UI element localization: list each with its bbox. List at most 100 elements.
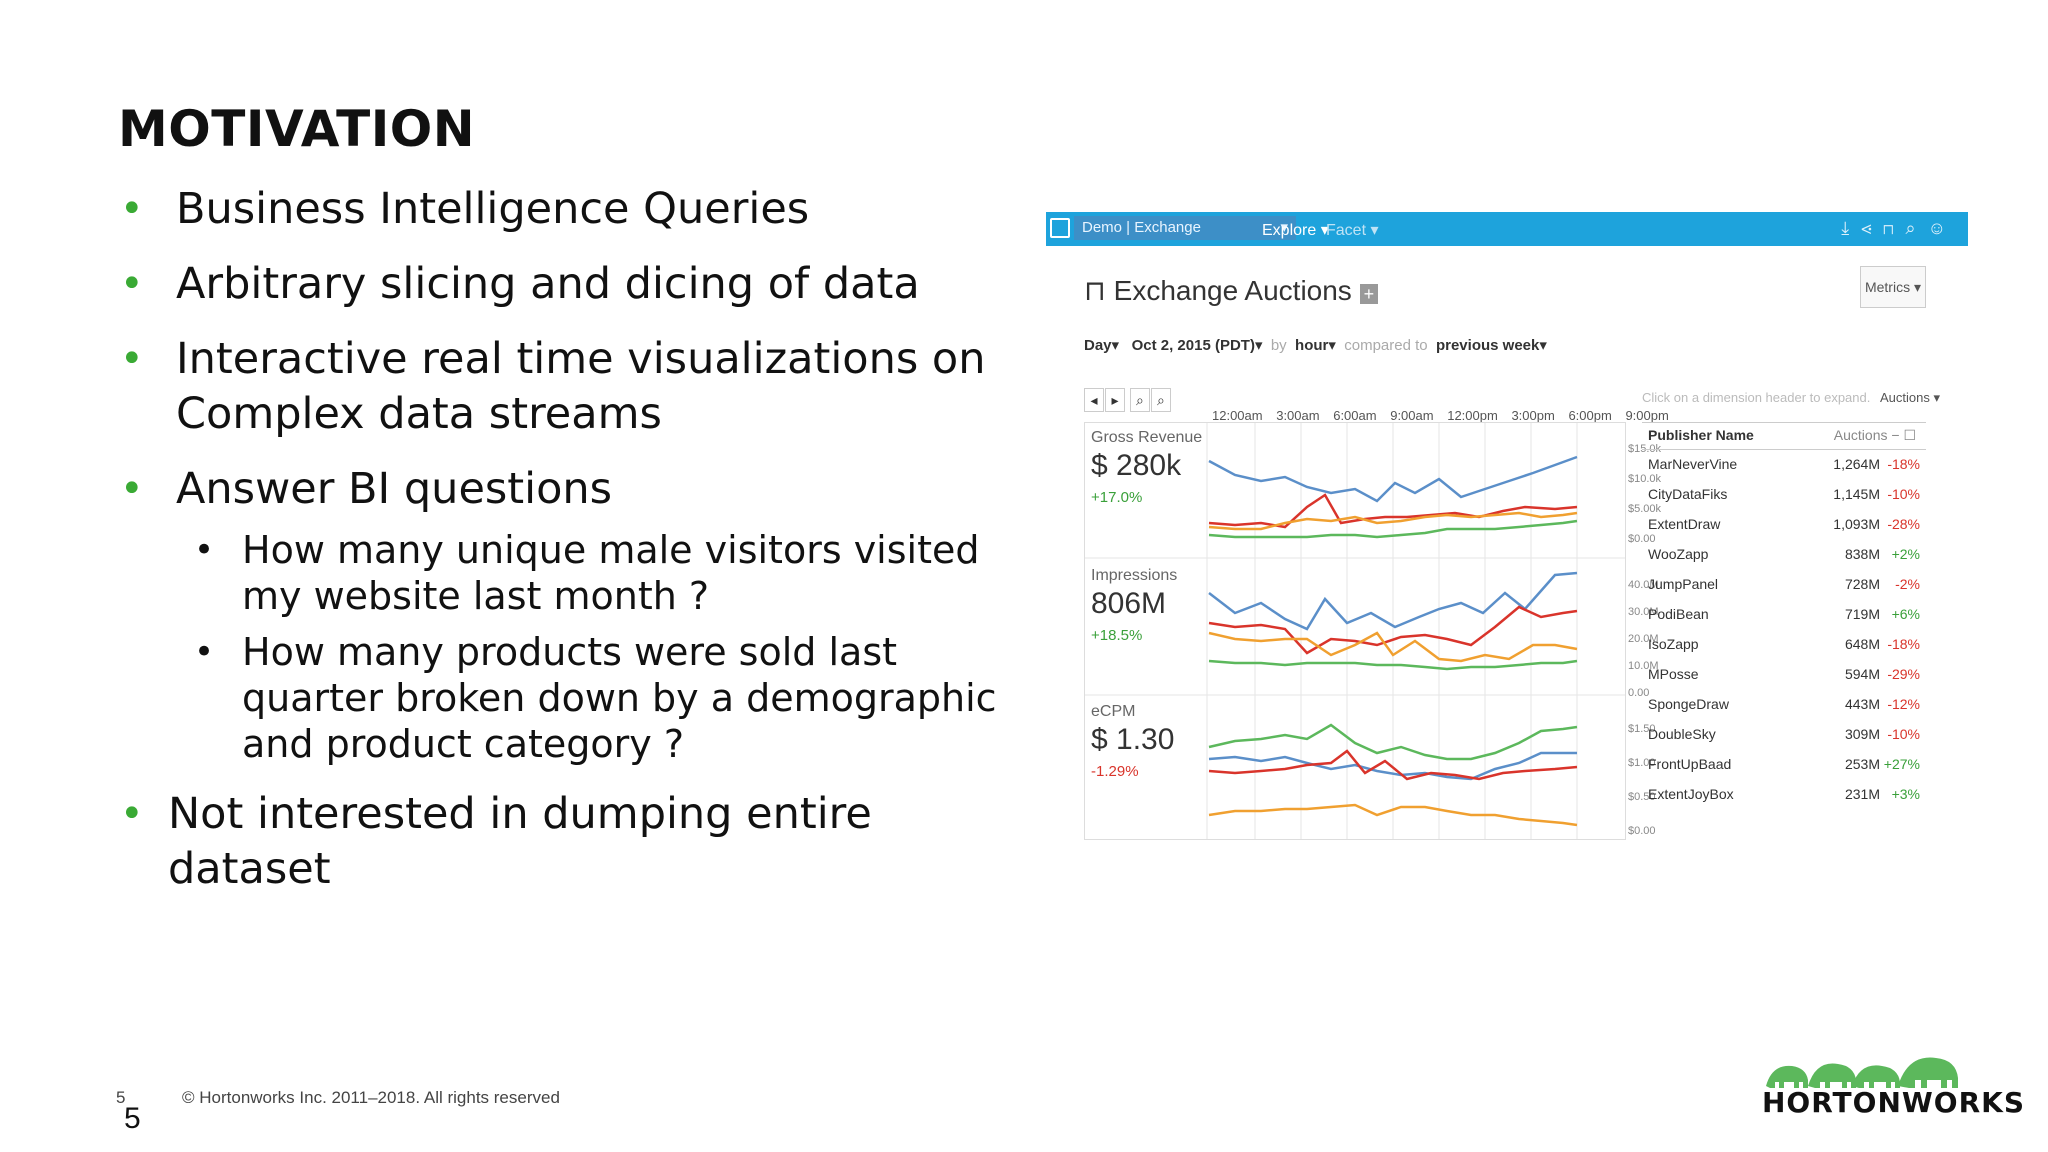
series-line-green — [1208, 723, 1578, 761]
bullet-dot-icon: • — [120, 186, 144, 232]
search-icon[interactable]: ⌕ — [1905, 218, 1928, 238]
series-line-orange — [1208, 511, 1578, 531]
publisher-name: MarNeverVine — [1648, 456, 1738, 472]
menu-facet-label: Facet — [1326, 222, 1367, 239]
menu-explore[interactable]: Explore ▾ — [1262, 222, 1329, 239]
publisher-name: ExtentJoyBox — [1648, 786, 1734, 802]
auctions-value: 728M — [1844, 576, 1880, 592]
menu-facet[interactable]: Facet ▾ — [1326, 222, 1379, 239]
auctions-dropdown-label: Auctions — [1880, 390, 1930, 405]
auctions-value: 253M — [1844, 756, 1880, 772]
table-row[interactable]: MarNeverVine 1,264M -18% — [1642, 450, 1926, 480]
time-label: 12:00am — [1212, 408, 1263, 423]
bullet-text: Arbitrary slicing and dicing of data — [176, 259, 920, 309]
line-charts — [1085, 423, 1625, 839]
time-label: 6:00am — [1333, 408, 1377, 423]
datasource-select[interactable]: Demo | Exchange ▾ — [1074, 216, 1296, 240]
zoom-out-icon[interactable]: ⌕ — [1150, 388, 1171, 412]
publisher-name: ExtentDraw — [1648, 516, 1721, 532]
auctions-value: 1,264M — [1833, 456, 1880, 472]
axis-tick: $1.00 — [1628, 757, 1656, 769]
column-header-auctions[interactable]: Auctions − ☐ — [1833, 427, 1916, 443]
time-label: 9:00pm — [1625, 408, 1669, 423]
granularity-select[interactable]: Day — [1084, 337, 1112, 354]
auctions-change: -28% — [1887, 516, 1920, 532]
series-line-orange — [1208, 631, 1578, 663]
auctions-change: -29% — [1887, 666, 1920, 682]
time-label: 9:00am — [1390, 408, 1434, 423]
panel-label-gross-revenue: Gross Revenue — [1091, 429, 1203, 446]
panel-value-gross-revenue: $ 280k — [1091, 449, 1182, 482]
menu-explore-label: Explore — [1262, 222, 1317, 239]
table-row[interactable]: CityDataFiks 1,145M -10% — [1642, 480, 1926, 510]
axis-tick: 30.0M — [1628, 606, 1659, 618]
chart-grid — [1085, 423, 1625, 839]
next-icon[interactable]: ▸ — [1105, 388, 1125, 412]
publisher-name: PodiBean — [1648, 606, 1709, 622]
compared-label: compared to — [1344, 337, 1428, 354]
series-line-red — [1208, 605, 1578, 655]
bookmark-icon[interactable]: ⊓ — [1883, 218, 1906, 238]
column-header-publisher[interactable]: Publisher Name — [1648, 427, 1754, 443]
panel-change-impressions: +18.5% — [1091, 627, 1143, 644]
axis-tick: $0.00 — [1628, 825, 1656, 837]
bullet-item: • Arbitrary slicing and dicing of data — [118, 257, 1018, 312]
time-label: 3:00pm — [1511, 408, 1555, 423]
period-select[interactable]: previous week — [1435, 337, 1540, 354]
auctions-change: -12% — [1887, 696, 1920, 712]
auctions-change: -18% — [1887, 636, 1920, 652]
share-icon[interactable]: ⋖ — [1861, 218, 1884, 238]
zoom-in-icon[interactable]: ⌕ — [1129, 388, 1150, 412]
date-select[interactable]: Oct 2, 2015 (PDT) — [1131, 337, 1255, 354]
axis-tick: 0.00 — [1628, 687, 1650, 699]
table-row[interactable]: PodiBean 719M +6% — [1642, 600, 1926, 630]
table-row[interactable]: JumpPanel 728M -2% — [1642, 570, 1926, 600]
hortonworks-logo-text: HORTONWORKS — [1762, 1086, 2025, 1119]
series-line-green — [1208, 659, 1578, 671]
add-icon[interactable]: + — [1359, 284, 1379, 304]
chevron-down-icon: ▾ — [1280, 219, 1288, 236]
hortonworks-elephants-logo — [1766, 1057, 1958, 1088]
series-line-blue — [1208, 455, 1578, 503]
table-row[interactable]: WooZapp 838M +2% — [1642, 540, 1926, 570]
publisher-table: Publisher Name Auctions − ☐ MarNeverVine… — [1642, 422, 1926, 810]
table-row[interactable]: IsoZapp 648M -18% — [1642, 630, 1926, 660]
publisher-name: FrontUpBaad — [1648, 756, 1732, 772]
panel-value-impressions: 806M — [1091, 587, 1167, 620]
auctions-dropdown[interactable]: Auctions ▾ — [1880, 390, 1941, 405]
publisher-name: DoubleSky — [1648, 726, 1716, 742]
bookmark-icon[interactable]: ⊓ — [1084, 275, 1106, 306]
toolbar-icons: ⤓⋖⊓⌕☺ — [1841, 218, 1958, 239]
auctions-value: 719M — [1844, 606, 1880, 622]
download-icon[interactable]: ⤓ — [1841, 218, 1862, 238]
bullet-item: • Interactive real time visualizations on… — [118, 332, 1036, 442]
table-row[interactable]: ExtentDraw 1,093M -28% — [1642, 510, 1926, 540]
axis-tick: $1.50 — [1628, 723, 1656, 735]
table-header: Publisher Name Auctions − ☐ — [1642, 423, 1926, 450]
sub-bullet-dot-icon: • — [194, 632, 215, 672]
axis-tick: $5.00k — [1628, 503, 1662, 515]
bullet-dot-icon: • — [120, 791, 144, 837]
series-line-green — [1208, 519, 1578, 539]
panel-label-ecpm: eCPM — [1091, 703, 1136, 720]
table-row[interactable]: DoubleSky 309M -10% — [1642, 720, 1926, 750]
metrics-button[interactable]: Metrics ▾ — [1860, 266, 1926, 308]
metrics-chart-box: Gross Revenue $ 280k +17.0% Impressions … — [1084, 422, 1626, 840]
bullet-dot-icon: • — [120, 336, 144, 382]
axis-labels-ecpm: $1.50 $1.00 $0.50 $0.00 — [1628, 712, 1656, 848]
prev-icon[interactable]: ◂ — [1084, 388, 1104, 412]
table-row[interactable]: ExtentJoyBox 231M +3% — [1642, 780, 1926, 810]
table-row[interactable]: FrontUpBaad 253M +27% — [1642, 750, 1926, 780]
publisher-name: SpongeDraw — [1648, 696, 1729, 712]
user-icon[interactable]: ☺ — [1927, 218, 1958, 238]
sub-bullet-list: • How many unique male visitors visited m… — [176, 527, 1018, 767]
hour-select[interactable]: hour — [1295, 337, 1329, 354]
table-row[interactable]: SpongeDraw 443M -12% — [1642, 690, 1926, 720]
bullet-list: • Business Intelligence Queries • Arbitrar… — [118, 182, 1018, 917]
auctions-change: +6% — [1891, 606, 1920, 622]
bullet-text: Interactive real time visualizations on … — [176, 334, 986, 439]
dashboard-screenshot: Demo | Exchange ▾ Explore ▾ Facet ▾ ⤓⋖⊓⌕… — [1046, 212, 1968, 858]
auctions-value: 1,093M — [1833, 516, 1880, 532]
auctions-change: -10% — [1887, 486, 1920, 502]
table-row[interactable]: MPosse 594M -29% — [1642, 660, 1926, 690]
